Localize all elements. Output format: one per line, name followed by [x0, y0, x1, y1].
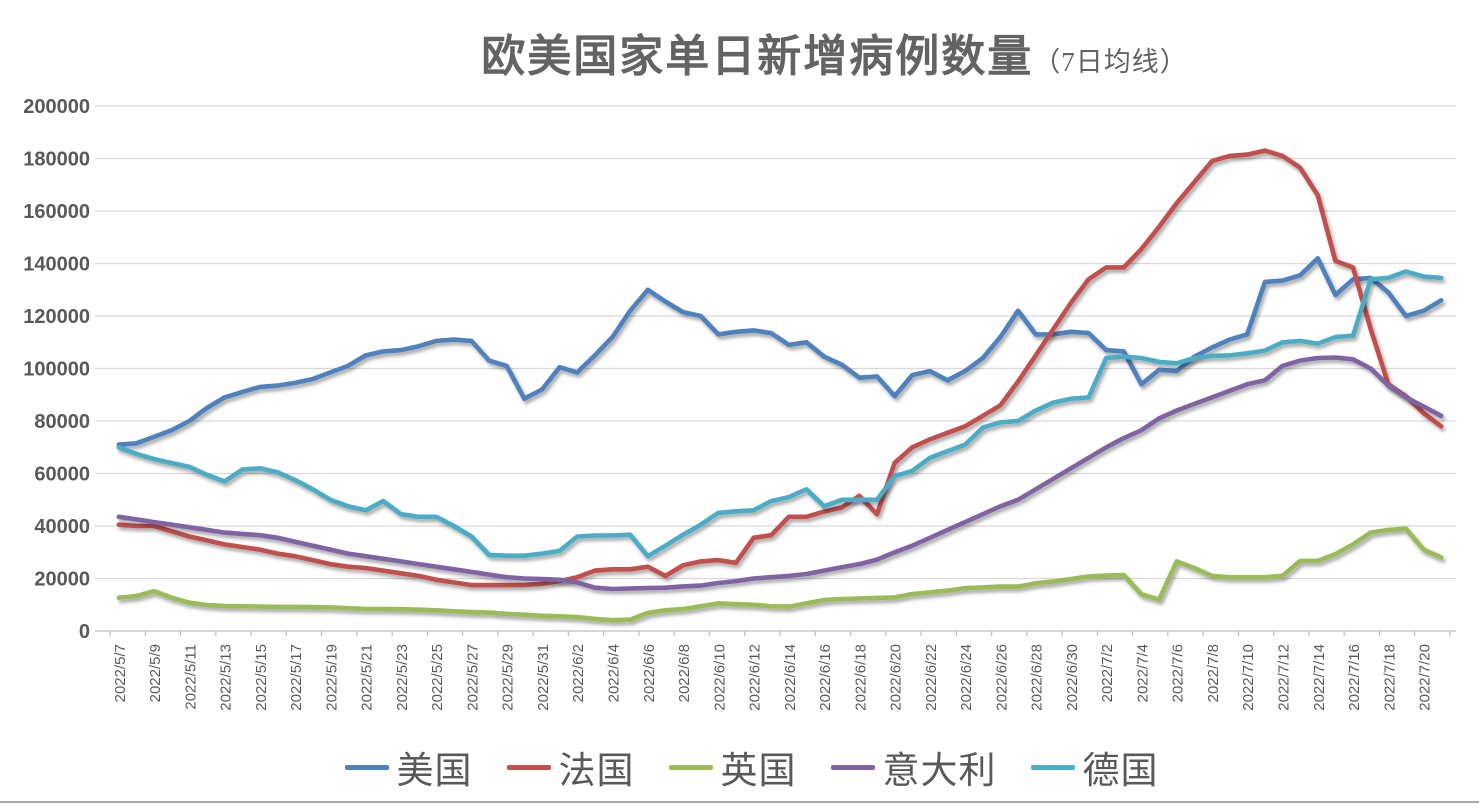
x-tick-label: 2022/6/16 [817, 644, 834, 711]
legend-label-italy: 意大利 [882, 751, 997, 792]
x-tick-label: 2022/6/8 [676, 644, 693, 702]
gridlines [95, 105, 1456, 632]
y-tick-label: 20000 [34, 569, 90, 591]
legend-swatch-france [506, 764, 551, 770]
x-tick-label: 2022/6/6 [641, 644, 658, 702]
x-tick-label: 2022/5/31 [535, 644, 552, 711]
series-line-usa [116, 255, 1444, 447]
x-axis-ticks [109, 631, 1451, 636]
y-tick-label: 180000 [23, 149, 90, 171]
y-tick-label: 200000 [23, 96, 90, 118]
x-tick-label: 2022/5/17 [288, 644, 305, 711]
x-tick-label: 2022/5/15 [253, 644, 270, 711]
legend-item-usa: 美国 [344, 740, 473, 794]
x-axis-labels: 2022/5/7 2022/5/9 2022/5/11 2022/5/13 2022/5… [112, 644, 1434, 711]
x-tick-label: 2022/7/4 [1134, 644, 1151, 702]
x-tick-label: 2022/7/14 [1311, 644, 1328, 711]
legend-label-usa: 美国 [396, 751, 473, 792]
y-tick-label: 160000 [23, 201, 90, 223]
legend-swatch-usa [344, 764, 389, 770]
x-tick-label: 2022/5/21 [359, 644, 376, 711]
legend-item-germany: 德国 [1030, 740, 1159, 794]
x-tick-label: 2022/5/19 [323, 644, 340, 711]
y-tick-label: 60000 [34, 464, 90, 486]
x-tick-label: 2022/7/6 [1170, 644, 1187, 702]
x-tick-label: 2022/5/27 [464, 644, 481, 711]
x-tick-label: 2022/5/29 [500, 644, 517, 711]
x-tick-label: 2022/7/10 [1240, 644, 1257, 711]
chart-title-suffix: （7日均线） [1033, 47, 1188, 77]
bottom-divider [0, 801, 1479, 803]
legend-label-france: 法国 [558, 751, 635, 792]
series-line-italy [116, 355, 1444, 592]
legend-label-germany: 德国 [1082, 751, 1159, 792]
x-tick-label: 2022/7/8 [1205, 644, 1222, 702]
legend-item-france: 法国 [506, 740, 635, 794]
x-tick-label: 2022/6/20 [888, 644, 905, 711]
legend-item-uk: 英国 [668, 740, 797, 794]
legend-swatch-germany [1030, 764, 1075, 770]
x-tick-label: 2022/6/30 [1064, 644, 1081, 711]
series-line-germany [116, 269, 1444, 559]
x-tick-label: 2022/7/20 [1417, 644, 1434, 711]
y-tick-label: 80000 [34, 411, 90, 433]
chart-title: 欧美国家单日新增病例数量（7日均线） [0, 20, 1479, 84]
x-tick-label: 2022/6/22 [923, 644, 940, 711]
x-tick-label: 2022/6/2 [570, 644, 587, 702]
x-tick-label: 2022/6/10 [711, 644, 728, 711]
x-tick-label: 2022/5/7 [112, 644, 129, 702]
series-line-france [116, 148, 1444, 588]
series-lines [116, 148, 1444, 623]
y-tick-label: 140000 [23, 254, 90, 276]
x-tick-label: 2022/5/11 [182, 644, 199, 710]
x-tick-label: 2022/7/2 [1099, 644, 1116, 702]
y-tick-label: 0 [79, 621, 90, 643]
legend-item-italy: 意大利 [830, 740, 997, 794]
x-tick-label: 2022/7/18 [1381, 644, 1398, 711]
x-tick-label: 2022/6/26 [993, 644, 1010, 711]
x-tick-label: 2022/6/18 [852, 644, 869, 711]
y-tick-label: 40000 [34, 516, 90, 538]
x-tick-label: 2022/5/9 [147, 644, 164, 702]
x-tick-label: 2022/6/14 [782, 644, 799, 711]
y-axis-labels: 0 20000 40000 60000 80000 100000 120000 140000 1… [23, 96, 90, 643]
chart-title-text: 欧美国家单日新增病例数量 [481, 32, 1034, 81]
x-tick-label: 2022/7/16 [1346, 644, 1363, 711]
x-tick-label: 2022/6/4 [606, 644, 623, 702]
y-tick-label: 100000 [23, 359, 90, 381]
y-tick-label: 120000 [23, 306, 90, 328]
legend: 美国 法国 英国 意大利 德国 [0, 740, 1479, 794]
x-tick-label: 2022/6/12 [747, 644, 764, 711]
x-tick-label: 2022/5/25 [429, 644, 446, 711]
legend-swatch-italy [830, 764, 875, 770]
x-tick-label: 2022/5/23 [394, 644, 411, 711]
x-tick-label: 2022/6/28 [1029, 644, 1046, 711]
legend-label-uk: 英国 [720, 751, 797, 792]
legend-swatch-uk [668, 764, 713, 770]
x-tick-label: 2022/7/12 [1276, 644, 1293, 711]
x-tick-label: 2022/5/13 [218, 644, 235, 711]
x-tick-label: 2022/6/24 [958, 644, 975, 711]
series-line-uk [116, 526, 1444, 623]
